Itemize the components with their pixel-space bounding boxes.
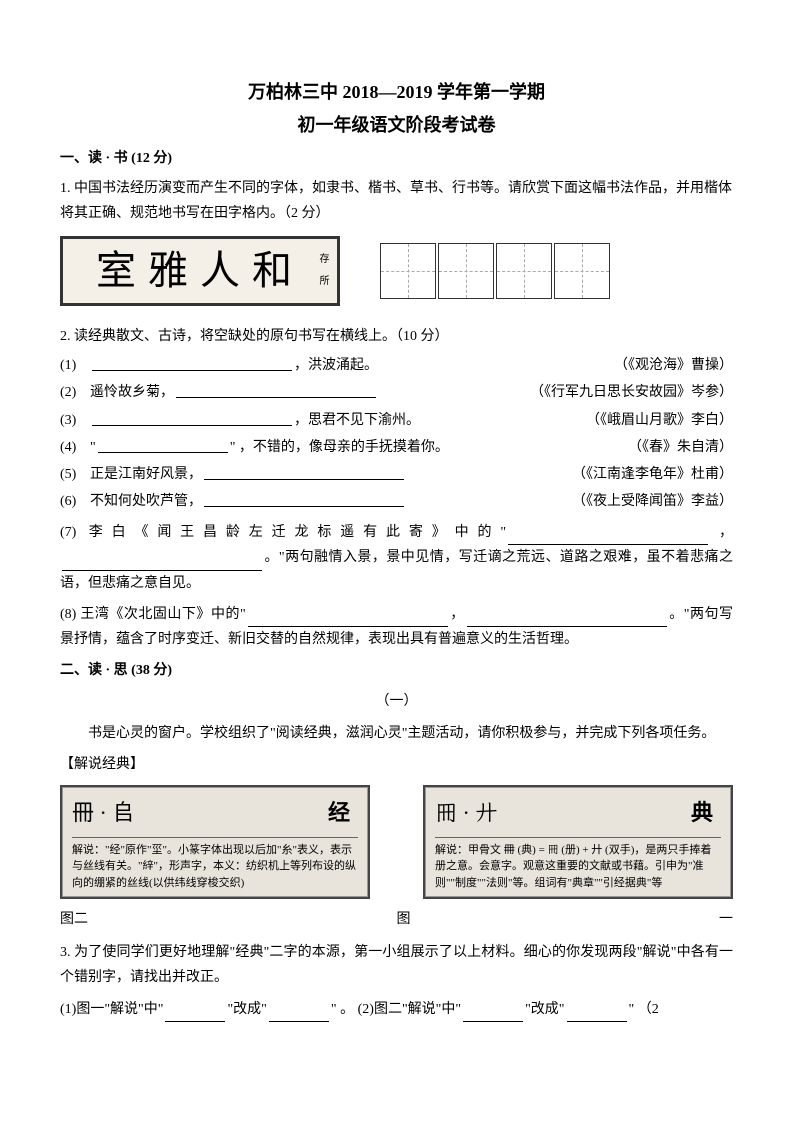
item-num: (1) — [60, 353, 90, 378]
tz-cell[interactable] — [438, 243, 494, 299]
tz-cell[interactable] — [380, 243, 436, 299]
item-source: （《行军九日思长安故园》岑参） — [510, 380, 733, 405]
item-text: 遥怜故乡菊， — [90, 380, 174, 405]
tz-cell[interactable] — [496, 243, 552, 299]
caption-row: 图二 图 一 — [60, 907, 733, 932]
q3-sub-text: (2)图二"解说"中" — [358, 1002, 461, 1017]
q2-item-8: (8) 王湾《次北固山下》中的"，。"两句写景抒情，蕴含了时序变迁、新旧交替的自… — [60, 602, 733, 652]
answer-blank[interactable] — [62, 553, 262, 571]
item-source: （《峨眉山月歌》李白） — [566, 408, 733, 433]
item-source: （《夜上受降闻笛》李益） — [552, 489, 733, 514]
item-num: (4) — [60, 435, 90, 460]
calligraphy-text: 室雅人和 — [96, 235, 304, 307]
calligraphy-sample: 室雅人和 存所 — [60, 236, 340, 306]
answer-blank[interactable] — [92, 353, 292, 371]
item-text: " — [90, 435, 96, 460]
section2-header: 二、读 · 思 (38 分) — [60, 658, 733, 683]
section2-sub: （一） — [60, 689, 733, 714]
q3-sub-text: (1)图一"解说"中" — [60, 1002, 163, 1017]
exam-title-line1: 万柏林三中 2018—2019 学年第一学期 — [60, 80, 733, 105]
answer-blank[interactable] — [204, 489, 404, 507]
item-text: 正是江南好风景， — [90, 462, 202, 487]
answer-blank[interactable] — [98, 435, 228, 453]
item-num: (6) — [60, 489, 90, 514]
calligraphy-row: 室雅人和 存所 — [60, 236, 733, 306]
item-text: ，洪波涌起。 — [294, 353, 378, 378]
answer-blank[interactable] — [269, 1004, 329, 1022]
q2-item-6: (6) 不知何处吹芦管， （《夜上受降闻笛》李益） — [60, 489, 733, 514]
item-text: " ，不错的，像母亲的手抚摸着你。 — [230, 435, 449, 460]
answer-blank[interactable] — [176, 380, 376, 398]
hands-icon: 𠕁 · 廾 — [435, 793, 497, 833]
jd-body: 解说："经"原作"坙"。小篆字体出现以后加"糸"表义，表示与丝线有关。"𦀓"，形… — [72, 842, 358, 892]
section2-label: 【解说经典】 — [60, 752, 733, 777]
q2-text: 2. 读经典散文、古诗，将空缺处的原句书写在横线上。（10 分） — [60, 324, 733, 349]
q2-item-4: (4) " " ，不错的，像母亲的手抚摸着你。 （《春》朱自清） — [60, 435, 733, 460]
item-text: 不知何处吹芦管， — [90, 489, 202, 514]
jd-box-2: 𠕁 · 廾 典 解说：甲骨文 𠕋 (典) = 𠕁 (册) + 廾 (双手)，是两… — [423, 785, 733, 899]
q3-sub-text: " （2 — [629, 1002, 659, 1017]
item-num: (2) — [60, 380, 90, 405]
q2-item-3: (3) ，思君不见下渝州。 （《峨眉山月歌》李白） — [60, 408, 733, 433]
q2-item-2: (2) 遥怜故乡菊， （《行军九日思长安故园》岑参） — [60, 380, 733, 405]
jd-body: 解说：甲骨文 𠕋 (典) = 𠕁 (册) + 廾 (双手)，是两只手捧着册之意。… — [435, 842, 721, 892]
answer-blank[interactable] — [248, 609, 448, 627]
tz-cell[interactable] — [554, 243, 610, 299]
q3-sub-text: "改成" — [525, 1002, 564, 1017]
item-num: (5) — [60, 462, 90, 487]
caption-right-r: 一 — [719, 907, 733, 932]
item-text: ，思君不见下渝州。 — [294, 408, 420, 433]
seal-icon: 存所 — [313, 253, 331, 297]
q3-sub: (1)图一"解说"中" "改成" " 。 (2)图二"解说"中" "改成" " （2 — [60, 997, 733, 1022]
item-source: （《观沧海》曹操） — [594, 353, 733, 378]
q3-sub-text: "改成" — [227, 1002, 266, 1017]
q2-item-1: (1) ，洪波涌起。 （《观沧海》曹操） — [60, 353, 733, 378]
item-text: ， — [450, 607, 465, 622]
answer-blank[interactable] — [567, 1004, 627, 1022]
jd-char: 典 — [691, 793, 713, 833]
answer-blank[interactable] — [165, 1004, 225, 1022]
q1-text: 1. 中国书法经历演变而产生不同的字体，如隶书、楷书、草书、行书等。请欣赏下面这… — [60, 176, 733, 226]
section1-header: 一、读 · 书 (12 分) — [60, 146, 733, 171]
item-source: （《春》朱自清） — [608, 435, 733, 460]
q2-item-7: (7) 李白《闻王昌龄左迁龙标遥有此寄》中的"，。"两句融情入景，景中见情，写迁… — [60, 520, 733, 596]
caption-right-l: 图 — [397, 907, 411, 932]
q3-sub-text: " 。 — [331, 1002, 354, 1017]
answer-blank[interactable] — [467, 609, 667, 627]
book-icon: 冊 · 𠂤 — [72, 793, 134, 833]
caption-left: 图二 — [60, 907, 397, 932]
jingdian-boxes: 冊 · 𠂤 经 解说："经"原作"坙"。小篆字体出现以后加"糸"表义，表示与丝线… — [60, 785, 733, 899]
answer-blank[interactable] — [508, 527, 708, 545]
q3-text: 3. 为了使同学们更好地理解"经典"二字的本源，第一小组展示了以上材料。细心的你… — [60, 940, 733, 990]
tianzige-grid — [380, 243, 610, 299]
answer-blank[interactable] — [92, 408, 292, 426]
jd-box-1: 冊 · 𠂤 经 解说："经"原作"坙"。小篆字体出现以后加"糸"表义，表示与丝线… — [60, 785, 370, 899]
section2-intro: 书是心灵的窗户。学校组织了"阅读经典，滋润心灵"主题活动，请你积极参与，并完成下… — [60, 721, 733, 746]
item-text: (7) 李白《闻王昌龄左迁龙标遥有此寄》中的" — [60, 525, 506, 540]
q2-item-5: (5) 正是江南好风景， （《江南逢李龟年》杜甫） — [60, 462, 733, 487]
answer-blank[interactable] — [204, 462, 404, 480]
item-text: (8) 王湾《次北固山下》中的" — [60, 607, 246, 622]
item-num: (3) — [60, 408, 90, 433]
exam-title-line2: 初一年级语文阶段考试卷 — [60, 113, 733, 138]
jd-char: 经 — [328, 793, 350, 833]
answer-blank[interactable] — [463, 1004, 523, 1022]
item-source: （《江南逢李龟年》杜甫） — [552, 462, 733, 487]
